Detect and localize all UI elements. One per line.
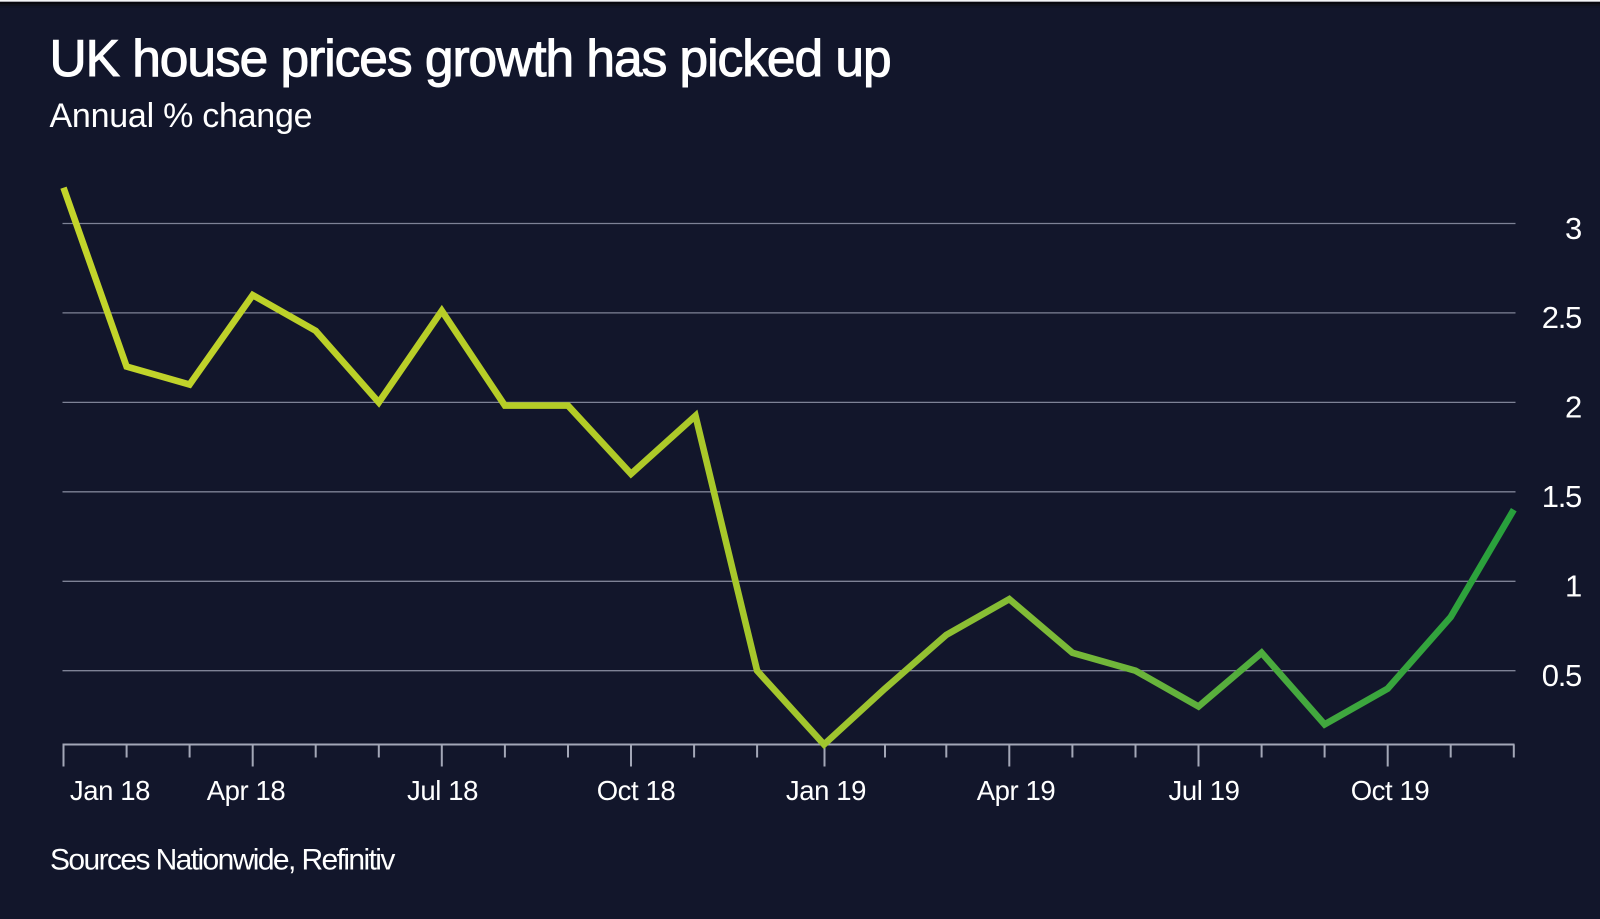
svg-text:Jul 18: Jul 18 — [407, 775, 478, 806]
svg-text:Sources Nationwide, Refinitiv: Sources Nationwide, Refinitiv — [50, 843, 395, 876]
svg-text:Jan 18: Jan 18 — [70, 775, 150, 806]
svg-text:1.5: 1.5 — [1542, 479, 1581, 514]
svg-text:2: 2 — [1565, 390, 1581, 425]
svg-text:3: 3 — [1565, 211, 1581, 246]
svg-text:Annual % change: Annual % change — [50, 97, 313, 135]
svg-text:Oct 18: Oct 18 — [597, 775, 676, 806]
svg-text:Jul 19: Jul 19 — [1169, 775, 1240, 806]
svg-text:2.5: 2.5 — [1542, 300, 1581, 335]
svg-text:1: 1 — [1565, 569, 1581, 604]
svg-text:Apr 18: Apr 18 — [207, 775, 286, 806]
svg-text:UK house prices growth has pic: UK house prices growth has picked up — [50, 29, 891, 87]
svg-text:Jan 19: Jan 19 — [786, 775, 866, 806]
svg-text:Apr 19: Apr 19 — [977, 775, 1056, 806]
svg-text:Oct 19: Oct 19 — [1351, 775, 1430, 806]
svg-text:0.5: 0.5 — [1542, 658, 1581, 693]
